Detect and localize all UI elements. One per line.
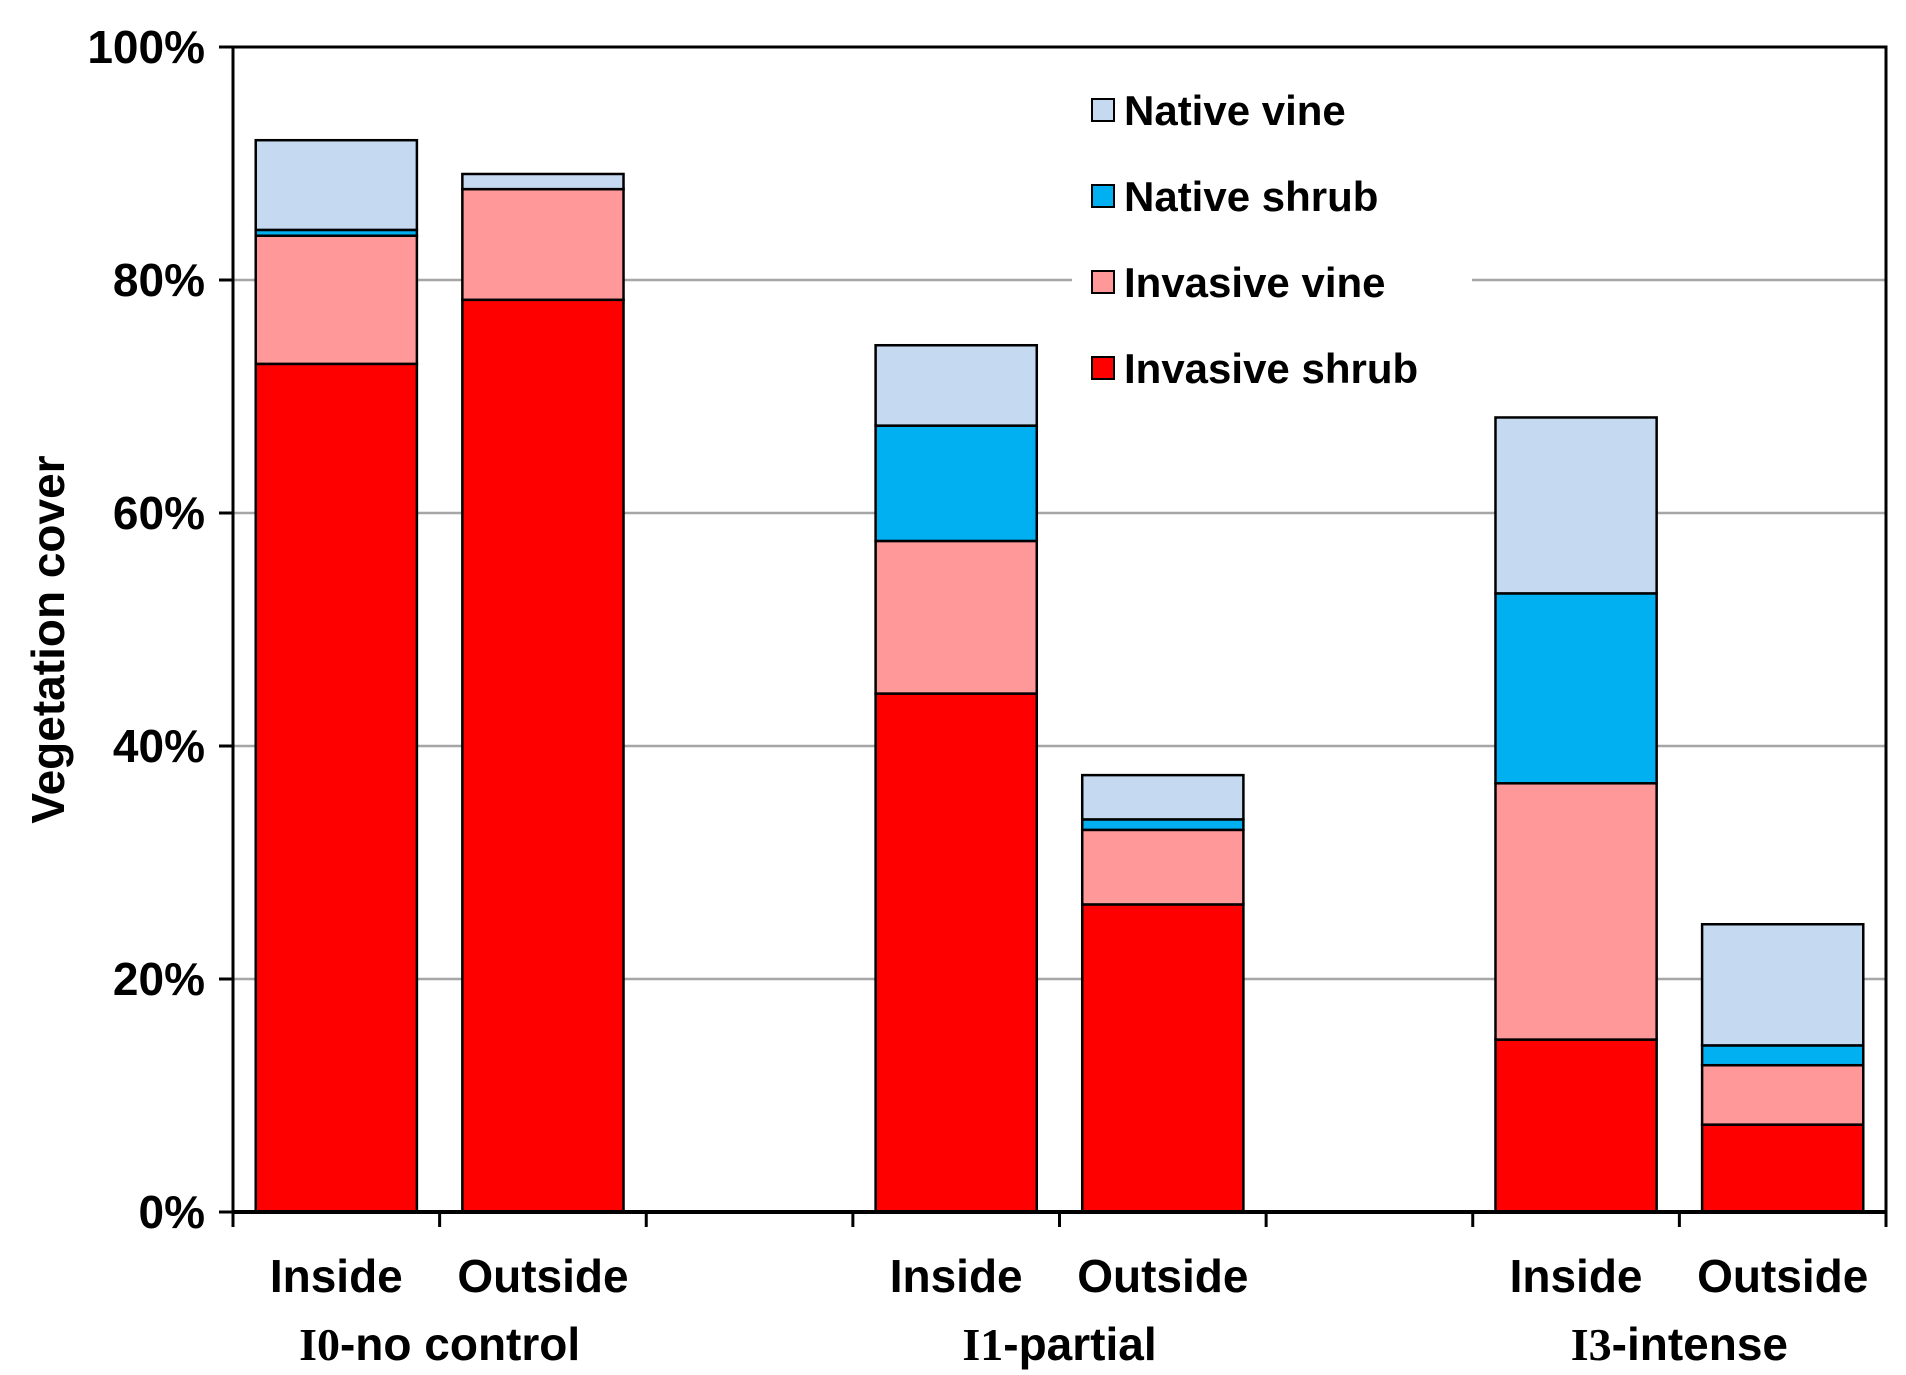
x-category-label: Outside [1077, 1250, 1248, 1302]
legend-label: Native shrub [1124, 173, 1378, 220]
bar-segment-invasive-shrub [461, 298, 625, 1214]
x-category-label: Outside [1697, 1250, 1868, 1302]
bar-segment-invasive-shrub [254, 362, 419, 1214]
bar-segment-native-shrub [1700, 1044, 1865, 1067]
bar-segment-native-vine [1700, 922, 1865, 1047]
y-tick-label: 40% [113, 720, 205, 772]
bar-segment-invasive-vine [461, 187, 625, 302]
legend-swatch [1091, 184, 1115, 208]
group-label-prefix: I0 [299, 1319, 340, 1370]
legend-label: Native vine [1124, 87, 1346, 134]
bar-segment-native-vine [461, 172, 625, 191]
x-category-label: Outside [457, 1250, 628, 1302]
legend-background [1072, 72, 1472, 412]
bar-segment-invasive-vine [874, 539, 1039, 695]
y-tick-label: 20% [113, 953, 205, 1005]
group-label-prefix: I3 [1571, 1319, 1612, 1370]
bar-segment-invasive-vine [254, 234, 419, 366]
y-tick-label: 80% [113, 254, 205, 306]
y-axis-label: Vegetation cover [22, 455, 74, 823]
group-label: I1-partial [962, 1318, 1156, 1370]
bar-segment-native-vine [1494, 416, 1658, 595]
x-category-label: Inside [270, 1250, 403, 1302]
group-label-suffix: -no control [340, 1318, 580, 1370]
legend-swatch [1091, 270, 1115, 294]
group-label: I3-intense [1571, 1318, 1788, 1370]
y-tick-label: 60% [113, 487, 205, 539]
labels: 0% 20% 40% 60% 80% 100% Vegetation cover Inside… [22, 21, 1868, 1370]
group-label-suffix: -intense [1612, 1318, 1788, 1370]
legend-swatch [1091, 98, 1115, 122]
axes [219, 45, 1888, 1227]
bar-segment-native-shrub [874, 424, 1039, 543]
bar-segment-native-vine [1080, 773, 1245, 821]
legend-label: Invasive vine [1124, 259, 1386, 306]
legend-label: Invasive shrub [1124, 345, 1418, 392]
y-tick-label: 0% [139, 1186, 205, 1238]
y-tick-label: 100% [87, 21, 205, 73]
group-label: I0-no control [299, 1318, 580, 1370]
bar-segment-invasive-shrub [1080, 903, 1245, 1214]
legend-swatch [1091, 356, 1115, 380]
legend: Native vine Native shrub Invasive vine Inva… [1072, 72, 1472, 412]
x-category-label: Inside [890, 1250, 1023, 1302]
bar-segment-native-vine [254, 138, 419, 232]
bar-segment-native-vine [874, 343, 1039, 427]
bar-segment-invasive-vine [1080, 828, 1245, 906]
group-label-suffix: -partial [1003, 1318, 1156, 1370]
bar-segment-invasive-vine [1494, 782, 1658, 1041]
bars [254, 138, 1865, 1214]
group-label-prefix: I1 [962, 1319, 1003, 1370]
bar-segment-invasive-shrub [1700, 1123, 1865, 1214]
bar-segment-invasive-shrub [874, 692, 1039, 1214]
bar-segment-native-shrub [1494, 592, 1658, 785]
x-category-label: Inside [1510, 1250, 1643, 1302]
bar-segment-native-shrub [1080, 818, 1245, 832]
bar-segment-invasive-vine [1700, 1063, 1865, 1126]
bar-segment-invasive-shrub [1494, 1038, 1658, 1214]
